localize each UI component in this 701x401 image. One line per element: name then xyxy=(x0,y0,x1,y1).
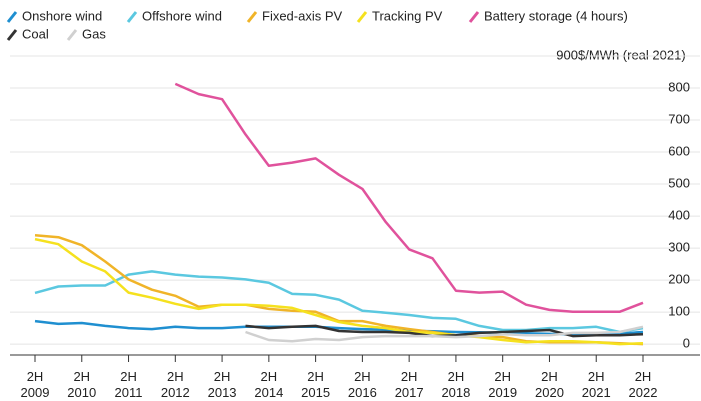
legend-label: Onshore wind xyxy=(22,8,102,23)
x-tick-label: 2H 2009 xyxy=(21,369,50,400)
legend-label: Gas xyxy=(82,26,106,41)
y-tick-label: 900 xyxy=(556,47,578,62)
legend-swatch xyxy=(356,11,368,23)
x-tick-label: 2H 2014 xyxy=(254,369,283,400)
y-tick-label: 200 xyxy=(668,272,690,287)
legend-swatch xyxy=(6,11,18,23)
y-tick-label: 100 xyxy=(668,304,690,319)
legend-label: Offshore wind xyxy=(142,8,222,23)
legend-label: Coal xyxy=(22,26,49,41)
legend-swatch xyxy=(126,11,138,23)
series-line xyxy=(34,270,644,334)
x-tick-label: 2H 2016 xyxy=(348,369,377,400)
x-tick-label: 2H 2017 xyxy=(395,369,424,400)
x-tick-label: 2H 2018 xyxy=(441,369,470,400)
legend-label: Tracking PV xyxy=(372,8,443,23)
legend-swatch xyxy=(246,11,258,23)
y-tick-label: 600 xyxy=(668,143,690,158)
series-line xyxy=(34,237,644,346)
x-tick-label: 2H 2011 xyxy=(115,369,143,400)
x-tick-label: 2H 2022 xyxy=(629,369,658,400)
x-tick-label: 2H 2020 xyxy=(535,369,564,400)
y-tick-label: 700 xyxy=(668,111,690,126)
x-tick-label: 2H 2010 xyxy=(67,369,96,400)
legend-label: Fixed-axis PV xyxy=(262,8,343,23)
series-line xyxy=(245,325,644,343)
x-tick-label: 2H 2019 xyxy=(488,369,517,400)
legend-label: Battery storage (4 hours) xyxy=(484,8,628,23)
legend-swatch xyxy=(6,29,18,41)
series-line xyxy=(174,82,644,314)
series-line xyxy=(34,319,644,336)
y-tick-label: 500 xyxy=(668,175,690,190)
y-tick-label: 400 xyxy=(668,208,690,223)
legend-swatch xyxy=(468,11,480,23)
legend-swatch xyxy=(66,29,78,41)
x-tick-label: 2H 2015 xyxy=(301,369,330,400)
y-tick-label: 300 xyxy=(668,240,690,255)
y-tick-label: 800 xyxy=(668,79,690,94)
x-tick-label: 2H 2013 xyxy=(208,369,237,400)
x-tick-label: 2H 2021 xyxy=(582,369,611,400)
y-axis-label: $/MWh (real 2021) xyxy=(578,47,686,62)
x-tick-label: 2H 2012 xyxy=(161,369,190,400)
y-tick-label: 0 xyxy=(683,336,690,351)
